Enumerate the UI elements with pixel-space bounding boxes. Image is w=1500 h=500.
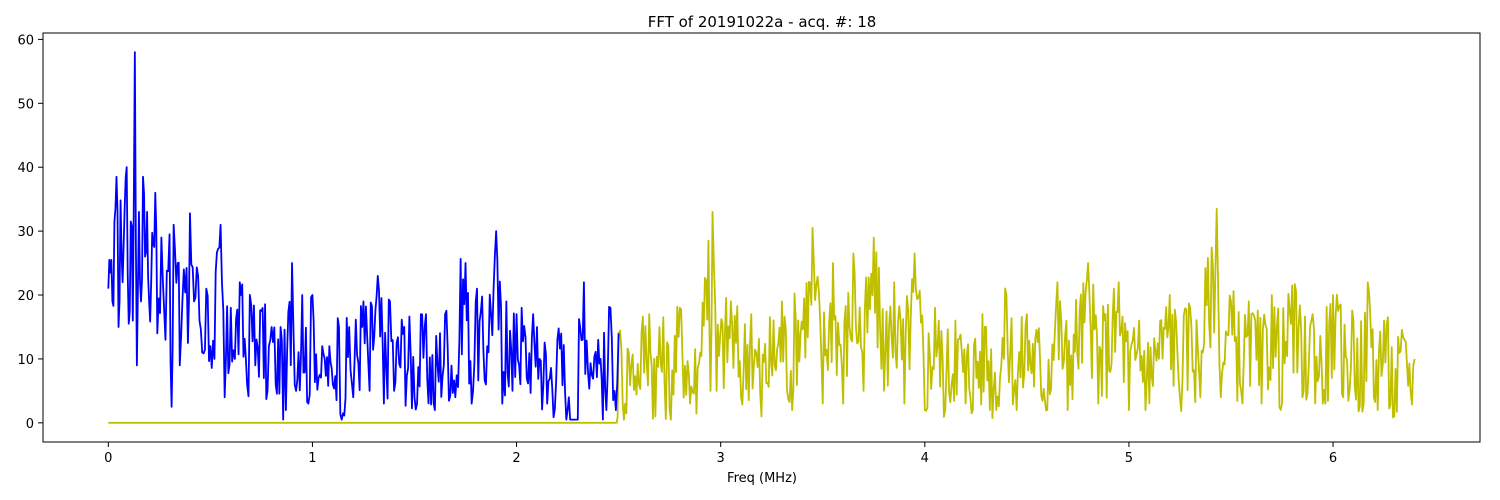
- y-axis-ticks: 0 10 20 30 40 50 60: [17, 33, 43, 432]
- x-tick-label: 3: [717, 451, 725, 466]
- plot-area: [42, 32, 1481, 443]
- series-line-blue: [107, 51, 620, 421]
- x-axis-ticks: 0 1 2 3 4 5 6: [104, 442, 1337, 466]
- y-tick-label: 30: [17, 225, 34, 240]
- series-layer: [107, 51, 1416, 424]
- y-tick-label: 10: [17, 353, 34, 368]
- x-tick-label: 0: [104, 451, 112, 466]
- x-tick-label: 2: [512, 451, 520, 466]
- x-tick-label: 6: [1329, 451, 1337, 466]
- y-tick-label: 0: [26, 417, 34, 432]
- x-tick-label: 5: [1125, 451, 1133, 466]
- x-tick-label: 1: [308, 451, 316, 466]
- series-line-yellow: [108, 207, 1416, 424]
- y-tick-label: 40: [17, 161, 34, 176]
- y-tick-label: 60: [17, 33, 34, 48]
- chart-title: FFT of 20191022a - acq. #: 18: [648, 13, 877, 31]
- y-tick-label: 20: [17, 289, 34, 304]
- x-axis-label: Freq (MHz): [727, 471, 797, 486]
- axes-frame: [42, 32, 1481, 443]
- y-tick-label: 50: [17, 97, 34, 112]
- x-tick-label: 4: [921, 451, 929, 466]
